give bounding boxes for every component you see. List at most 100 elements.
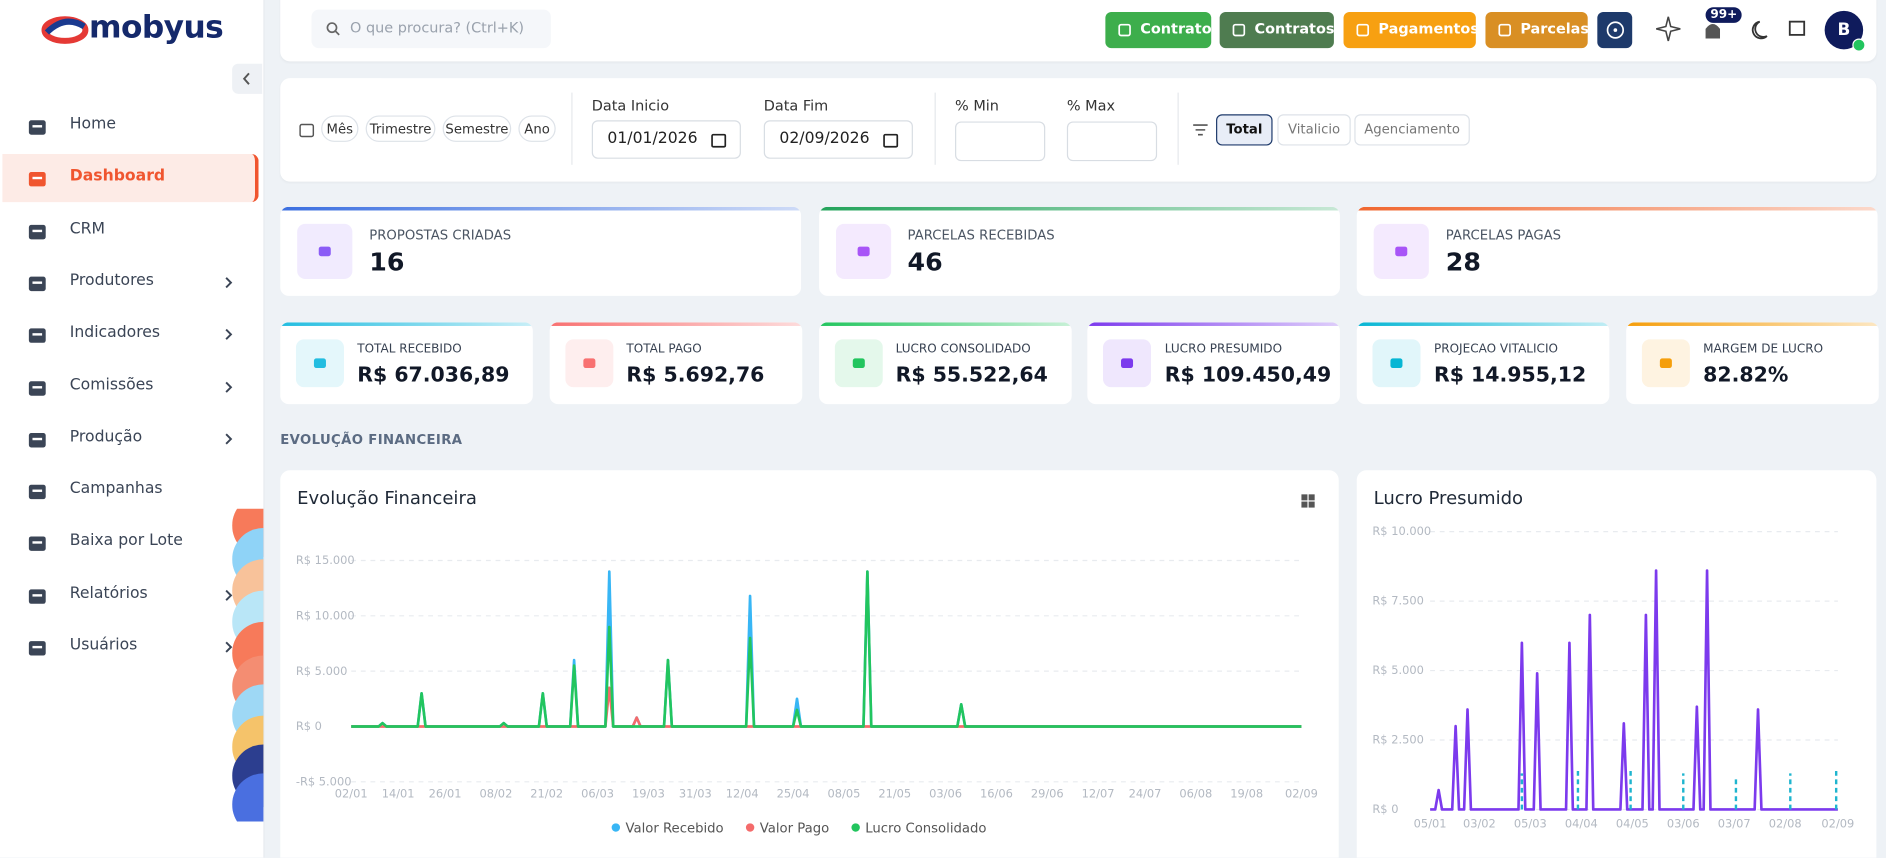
kpi-icon-glyph <box>1121 358 1134 369</box>
y-tick-label: R$ 15.000 <box>296 553 355 567</box>
chevron <box>225 589 233 601</box>
nav-item[interactable]: Indicadores <box>2 311 255 359</box>
nav-label: Comissões <box>69 375 154 394</box>
filter-icon <box>1193 124 1208 136</box>
series-line <box>1430 569 1838 811</box>
button-icon <box>1232 23 1246 37</box>
nav-item[interactable]: Produtores <box>2 258 255 306</box>
legend-label: Lucro Consolidado <box>865 821 986 836</box>
finance-card: TOTAL PAGO R$ 5.692,76 <box>549 322 803 405</box>
finance-value: R$ 55.522,64 <box>895 363 1048 388</box>
divider <box>934 92 936 165</box>
nav-item[interactable]: Home <box>2 102 255 150</box>
x-tick-label: 06/03 <box>581 786 614 800</box>
y-tick-label: R$ 0 <box>296 719 322 733</box>
action-button[interactable]: Pagamentos <box>1343 12 1479 49</box>
kpi-glyph-shape <box>1395 246 1408 257</box>
period-chip[interactable]: Ano <box>518 115 556 142</box>
kpi-card: PARCELAS RECEBIDAS 46 <box>818 206 1340 296</box>
kpi-icon <box>1373 223 1429 280</box>
icon-shape <box>32 645 43 649</box>
button-icon <box>1118 23 1131 37</box>
chevron-path <box>225 381 233 393</box>
icon-shape <box>28 120 46 135</box>
date-picker-icon <box>711 133 727 148</box>
finance-card: LUCRO PRESUMIDO R$ 109.450,49 <box>1087 322 1341 405</box>
x-tick-label: 02/09 <box>1821 817 1854 831</box>
period-chip[interactable]: Mês <box>321 115 359 142</box>
divider <box>1177 92 1179 165</box>
type-toggle[interactable]: Total <box>1216 114 1273 146</box>
button-icon-shape <box>1498 23 1511 37</box>
date-input[interactable]: 02/09/2026 <box>763 120 913 159</box>
collapse-button[interactable] <box>232 63 263 94</box>
icon-shape <box>32 541 43 545</box>
nav-label: Usuários <box>69 636 138 655</box>
date-input[interactable]: 01/01/2026 <box>591 120 741 159</box>
icon-shape <box>28 172 46 187</box>
x-tick-label: 06/08 <box>1179 786 1212 800</box>
bell-icon <box>1705 24 1721 39</box>
calendar-shape <box>299 123 315 138</box>
logo-icon <box>41 16 89 44</box>
nav-icon <box>28 641 46 656</box>
date-picker-icon <box>883 133 899 148</box>
help-button[interactable] <box>1597 12 1633 49</box>
action-button[interactable]: Contrato <box>1105 12 1212 49</box>
moon-icon <box>1751 20 1768 40</box>
nav-item[interactable]: Dashboard <box>2 154 259 203</box>
kpi-icon-glyph <box>583 358 596 369</box>
nav-item[interactable]: Relatórios <box>2 571 255 619</box>
nav-item[interactable]: Campanhas <box>2 467 255 515</box>
finance-value: R$ 5.692,76 <box>626 363 765 388</box>
card-accent <box>280 322 533 326</box>
nav-item[interactable]: Produção <box>2 415 255 463</box>
pct-input[interactable] <box>955 121 1046 162</box>
x-tick-label: 05/03 <box>1514 817 1547 831</box>
period-chip[interactable]: Trimestre <box>365 115 436 142</box>
nav-icon <box>28 328 46 344</box>
action-button[interactable]: Contratos <box>1219 12 1335 49</box>
finance-label: MARGEM DE LUCRO <box>1703 342 1824 357</box>
kpi-glyph-shape <box>1659 358 1672 369</box>
series-line <box>351 686 1302 728</box>
field-label: % Max <box>1066 97 1116 115</box>
nav-item[interactable]: Usuários <box>2 623 255 671</box>
date-picker-shape <box>711 133 727 148</box>
kpi-icon <box>295 339 345 388</box>
kpi-card: PARCELAS PAGAS 28 <box>1356 206 1878 296</box>
type-toggle[interactable]: Vitalicio <box>1277 114 1351 146</box>
chart: R$ 0 R$ 2.500 R$ 5.000 R$ 7.500 R$ 10.000 05/… <box>1372 524 1854 831</box>
legend-swatch <box>611 823 621 832</box>
chart: -R$ 5.000 R$ 0 R$ 5.000 R$ 10.000 R$ 15.000 0… <box>296 494 1318 836</box>
x-tick-label: 26/01 <box>429 786 462 800</box>
nav-icon <box>28 120 46 135</box>
finance-card: MARGEM DE LUCRO 82.82% <box>1626 322 1879 405</box>
nav-label: Indicadores <box>69 323 161 342</box>
button-label: Contratos <box>1254 20 1335 38</box>
icon-shape <box>28 224 46 239</box>
help-icon <box>1606 21 1625 39</box>
kpi-glyph-shape <box>583 358 596 369</box>
y-tick-label: R$ 10.000 <box>296 608 355 622</box>
x-tick-label: 21/02 <box>530 786 563 800</box>
button-label: Contrato <box>1140 20 1212 38</box>
kpi-glyph-shape <box>1121 358 1134 369</box>
x-tick-label: 14/01 <box>382 786 415 800</box>
period-chip[interactable]: Semestre <box>442 115 512 142</box>
kpi-icon <box>834 339 883 388</box>
chart-title: Lucro Presumido <box>1373 487 1524 509</box>
x-tick-label: 21/05 <box>878 786 911 800</box>
action-button[interactable]: Parcelas <box>1485 12 1589 49</box>
type-toggle[interactable]: Agenciamento <box>1354 114 1470 146</box>
card-accent <box>818 322 1072 326</box>
nav-item[interactable]: CRM <box>2 206 255 254</box>
series-line <box>351 570 1302 728</box>
chart-card: Evolução Financeira -R$ 5.000 R$ 0 R$ 5.000… <box>280 470 1339 858</box>
nav-item[interactable]: Comissões <box>2 363 255 411</box>
search-box[interactable]: O que procura? (Ctrl+K) <box>311 9 551 49</box>
kpi-icon <box>835 223 891 280</box>
pct-input[interactable] <box>1066 121 1158 162</box>
sparkle-icon <box>1656 16 1681 42</box>
nav-item[interactable]: Baixa por Lote <box>2 519 255 567</box>
